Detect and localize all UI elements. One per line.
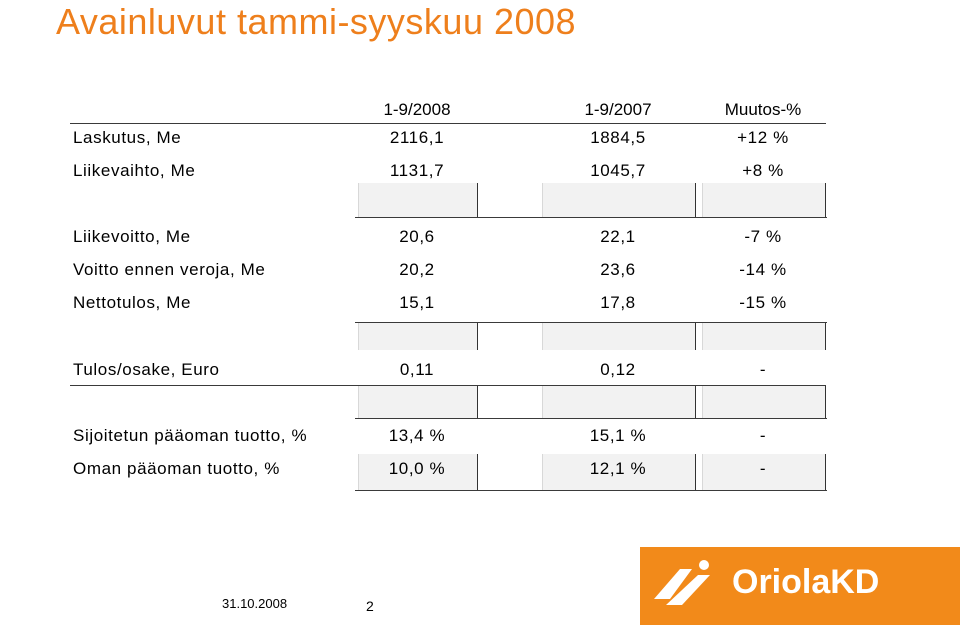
table-row: Sijoitetun pääoman tuotto, % 13,4 % 15,1…	[0, 421, 960, 451]
table-row: Laskutus, Me 2116,1 1884,5 +12 %	[0, 123, 960, 153]
value-2007: 1884,5	[590, 128, 646, 147]
value-2008: 20,2	[399, 260, 435, 279]
company-logo: OriolaKD	[640, 547, 960, 625]
row-label: Laskutus, Me	[73, 128, 182, 147]
table-row: Oman pääoman tuotto, % 10,0 % 12,1 % -	[0, 454, 960, 484]
value-2008: 10,0 %	[388, 459, 446, 478]
col-change-block-4	[702, 454, 826, 490]
rule-group-3	[70, 385, 826, 386]
oriola-emblem-icon	[654, 560, 710, 605]
rule-bottom	[355, 490, 827, 491]
rule-group-1	[355, 217, 827, 218]
col-2007-block-1	[542, 183, 696, 218]
value-2008: 1131,7	[389, 161, 445, 180]
table-row: Liikevaihto, Me 1131,7 1045,7 +8 %	[0, 156, 960, 186]
value-2007: 12,1 %	[589, 459, 647, 478]
col-header-2008: 1-9/2008	[383, 100, 451, 119]
value-2007: 17,8	[600, 293, 636, 312]
value-2008: 13,4 %	[388, 426, 446, 445]
value-2008: 2116,1	[389, 128, 445, 147]
value-change: -	[759, 360, 767, 379]
value-2007: 22,1	[600, 227, 636, 246]
col-2007-block-4	[542, 454, 696, 490]
table-row: Liikevoitto, Me 20,6 22,1 -7 %	[0, 222, 960, 252]
rule-group-2	[355, 322, 827, 323]
value-2007: 23,6	[600, 260, 636, 279]
table-row: Nettotulos, Me 15,1 17,8 -15 %	[0, 288, 960, 318]
value-2008: 0,11	[399, 360, 435, 379]
col-change-block-1	[702, 183, 826, 218]
value-change: -	[759, 459, 767, 478]
col-header-change: Muutos-%	[724, 100, 802, 119]
row-label: Voitto ennen veroja, Me	[73, 260, 266, 279]
col-change-block-3	[702, 386, 826, 418]
row-label: Oman pääoman tuotto, %	[73, 459, 280, 478]
value-change: -14 %	[739, 260, 787, 279]
value-2007: 0,12	[600, 360, 636, 379]
col-header-2007: 1-9/2007	[584, 100, 652, 119]
value-2007: 15,1 %	[589, 426, 647, 445]
col-change-block-2	[702, 322, 826, 350]
rule-group-4	[355, 418, 827, 419]
row-label: Liikevaihto, Me	[73, 161, 196, 180]
value-change: +8 %	[742, 161, 784, 180]
value-2008: 20,6	[399, 227, 435, 246]
rule-header	[70, 123, 826, 124]
col-2008-block-2	[358, 322, 478, 350]
row-label: Sijoitetun pääoman tuotto, %	[73, 426, 308, 445]
col-2007-block-3	[542, 386, 696, 418]
table-row: Voitto ennen veroja, Me 20,2 23,6 -14 %	[0, 255, 960, 285]
col-2008-block-3	[358, 386, 478, 418]
footer-date: 31.10.2008	[222, 596, 288, 611]
logo-text: OriolaKD	[732, 563, 880, 601]
value-2007: 1045,7	[590, 161, 646, 180]
row-label: Liikevoitto, Me	[73, 227, 191, 246]
value-change: -7 %	[744, 227, 782, 246]
page-number: 2	[366, 598, 374, 614]
row-label: Tulos/osake, Euro	[73, 360, 220, 379]
col-2008-block-1	[358, 183, 478, 218]
value-2008: 15,1	[399, 293, 435, 312]
value-change: -	[759, 426, 767, 445]
col-2008-block-4	[358, 454, 478, 490]
col-2007-block-2	[542, 322, 696, 350]
value-change: -15 %	[739, 293, 787, 312]
page-title: Avainluvut tammi-syyskuu 2008	[56, 1, 577, 42]
value-change: +12 %	[737, 128, 789, 147]
table-row: Tulos/osake, Euro 0,11 0,12 -	[0, 355, 960, 385]
row-label: Nettotulos, Me	[73, 293, 192, 312]
